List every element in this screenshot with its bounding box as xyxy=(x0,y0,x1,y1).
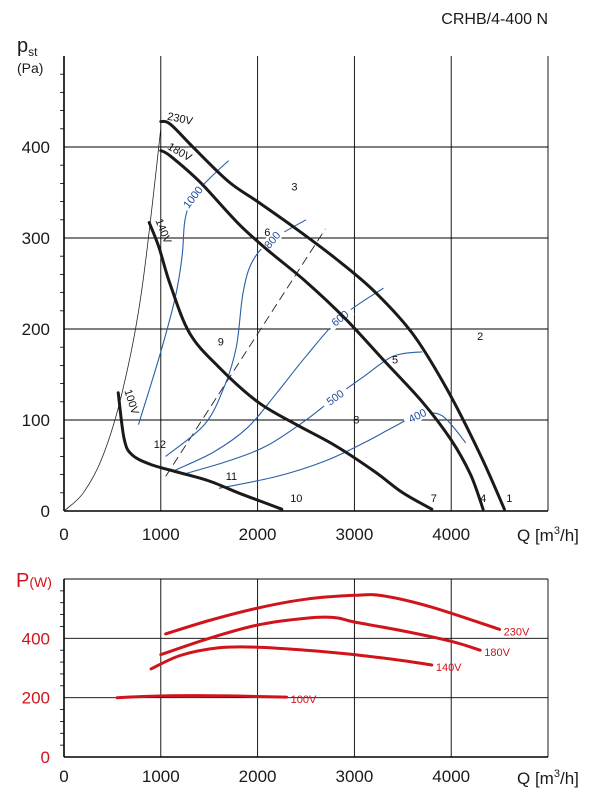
power-xtick-label: 0 xyxy=(59,767,68,786)
power-curve-230V xyxy=(164,593,502,636)
pressure-ytick-label: 300 xyxy=(22,229,50,248)
pressure-ytick-label: 0 xyxy=(41,502,50,521)
system-curve xyxy=(63,128,162,512)
pressure-curve-180V xyxy=(159,149,485,511)
pressure-curve-label-230V: 230V xyxy=(166,111,194,128)
top-xlabel-main: Q [m xyxy=(517,526,554,545)
power-xtick-label: 2000 xyxy=(239,767,277,786)
power-curve-140V xyxy=(149,645,434,671)
power-curve-label-180V: 180V xyxy=(484,647,510,659)
operating-point-label: 6 xyxy=(264,227,270,239)
pressure-ytick-label: 100 xyxy=(22,411,50,430)
bottom-ylabel-unit: (W) xyxy=(29,574,52,590)
operating-point-label: 10 xyxy=(290,493,302,505)
power-xtick-label: 4000 xyxy=(432,767,470,786)
power-curve-label-230V: 230V xyxy=(504,626,530,638)
pressure-ytick-label: 400 xyxy=(22,138,50,157)
pressure-xtick-label: 2000 xyxy=(239,525,277,544)
operating-point-label: 7 xyxy=(431,493,437,505)
power-ytick-label: 0 xyxy=(41,748,50,767)
pressure-curve-230V xyxy=(159,119,506,511)
power-curve-label-140V: 140V xyxy=(436,662,462,674)
top-ylabel-unit: (Pa) xyxy=(17,60,43,76)
power-curve-100V xyxy=(115,694,289,700)
power-ytick-label: 400 xyxy=(22,629,50,648)
bottom-xlabel: Q [m3/h] xyxy=(517,768,579,788)
top-xlabel: Q [m3/h] xyxy=(517,525,579,545)
rpm-line-400 xyxy=(218,412,467,489)
power-curve-180V xyxy=(159,615,482,657)
pressure-xtick-label: 4000 xyxy=(432,525,470,544)
bottom-ylabel: P(W) xyxy=(16,570,52,592)
pressure-xtick-label: 1000 xyxy=(142,525,180,544)
pressure-plot: 0 1000 2000 3000 400001002003004001000800600… xyxy=(22,56,549,544)
operating-point-label: 2 xyxy=(477,331,483,343)
top-xlabel-end: /h] xyxy=(560,526,579,545)
power-xtick-label: 3000 xyxy=(335,767,373,786)
top-ylabel: pst xyxy=(17,35,38,59)
top-ylabel-sub: st xyxy=(28,45,38,59)
pressure-curve-100V xyxy=(116,391,284,511)
pressure-ytick-label: 200 xyxy=(22,320,50,339)
chart-title: CRHB/4-400 N xyxy=(441,11,548,28)
rpm-line-1000 xyxy=(137,160,229,425)
bottom-xlabel-sup: 3 xyxy=(554,768,560,780)
operating-point-label: 11 xyxy=(226,471,237,483)
operating-point-label: 9 xyxy=(218,336,224,348)
operating-point-label: 5 xyxy=(392,355,398,367)
power-plot: 0 1000 2000 3000 4000 0 200 400 230V 180V 140V 100V xyxy=(22,578,549,786)
operating-point-label: 12 xyxy=(154,439,166,451)
pressure-curve-140V xyxy=(147,221,434,511)
operating-point-label: 1 xyxy=(506,493,512,505)
rpm-label-bg xyxy=(320,384,350,411)
power-curve-label-100V: 100V xyxy=(291,694,317,706)
bottom-ylabel-main: P xyxy=(16,570,29,592)
bottom-xlabel-end: /h] xyxy=(560,769,579,788)
power-ytick-label: 200 xyxy=(22,689,50,708)
top-xlabel-sup: 3 xyxy=(554,525,560,537)
duct-dashed-line xyxy=(165,228,326,477)
operating-point-label: 3 xyxy=(291,182,297,194)
rpm-label-bg xyxy=(325,304,355,332)
pressure-xtick-label: 3000 xyxy=(335,525,373,544)
rpm-label-bg xyxy=(179,182,207,212)
operating-point-label: 8 xyxy=(353,415,359,427)
pressure-xtick-label: 0 xyxy=(59,525,68,544)
rpm-label-bg xyxy=(402,403,433,427)
operating-point-label: 4 xyxy=(480,493,486,505)
rpm-line-500 xyxy=(181,351,423,476)
power-xtick-label: 1000 xyxy=(142,767,180,786)
bottom-xlabel-main: Q [m xyxy=(517,769,554,788)
top-ylabel-main: p xyxy=(17,35,28,57)
